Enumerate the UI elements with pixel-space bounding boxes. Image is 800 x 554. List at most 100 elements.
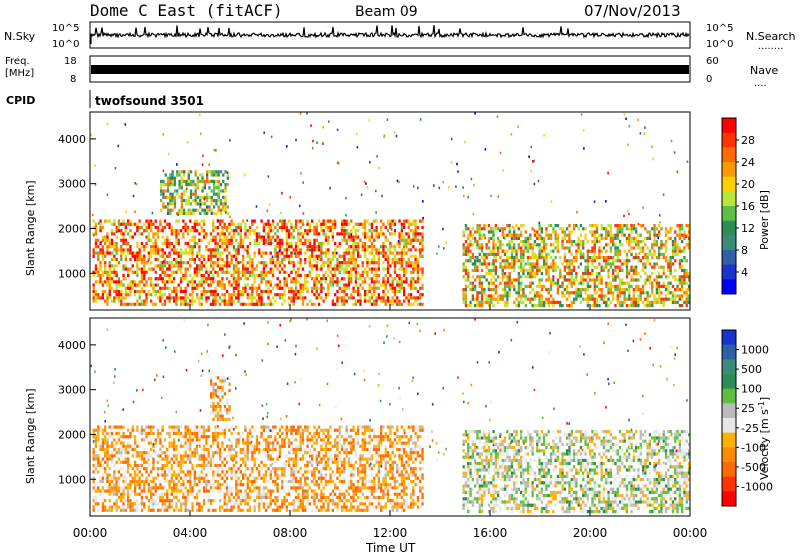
echo-cell: [464, 294, 468, 298]
echo-cell: [217, 179, 220, 183]
echo-cell: [340, 261, 344, 265]
echo-cell: [166, 202, 170, 206]
echo-cell: [143, 229, 146, 233]
echo-cell: [196, 254, 199, 258]
echo-cell: [609, 291, 612, 295]
echo-cell: [299, 289, 302, 294]
echo-cell: [175, 296, 178, 300]
echo-cell: [94, 289, 98, 294]
echo-cell: [575, 288, 578, 292]
echo-cell: [393, 277, 397, 281]
echo-cell: [398, 283, 401, 287]
echo-cell: [150, 248, 153, 252]
echo-cell: [538, 278, 541, 282]
echo-cell: [543, 304, 546, 308]
echo-cell: [290, 251, 293, 255]
echo-cell: [524, 249, 527, 253]
echo-cell: [355, 132, 358, 136]
echo-cell: [450, 161, 453, 164]
echo-cell: [616, 297, 619, 301]
echo-cell: [382, 222, 385, 226]
echo-cell: [122, 267, 125, 271]
echo-cell: [92, 457, 95, 461]
echo-cell: [403, 251, 406, 255]
echo-cell: [127, 492, 130, 496]
echo-cell: [340, 286, 344, 290]
echo-cell: [182, 470, 185, 474]
echo-cell: [156, 289, 160, 294]
echo-cell: [556, 249, 560, 253]
echo-cell: [191, 451, 194, 455]
echo-cell: [219, 457, 222, 461]
echo-cell: [480, 236, 484, 240]
echo-cell: [421, 270, 424, 274]
echo-cell: [283, 270, 286, 274]
echo-cell: [409, 296, 413, 300]
echo-cell: [467, 284, 470, 288]
echo-cell: [659, 214, 661, 217]
echo-cell: [113, 489, 116, 493]
echo-cell: [283, 264, 286, 268]
echo-cell: [354, 302, 357, 306]
echo-cell: [117, 248, 121, 252]
echo-cell: [187, 195, 190, 199]
echo-cell: [400, 225, 403, 230]
echo-cell: [616, 246, 619, 250]
echo-cell: [329, 270, 332, 274]
echo-cell: [288, 219, 291, 223]
echo-cell: [602, 256, 606, 260]
echo-cell: [228, 225, 231, 230]
echo-cell: [221, 277, 224, 281]
echo-cell: [380, 296, 383, 300]
echo-cell: [506, 256, 509, 260]
echo-cell: [217, 183, 220, 187]
echo-cell: [193, 470, 196, 474]
echo-cell: [556, 288, 560, 292]
echo-cell: [433, 184, 435, 187]
echo-cell: [110, 277, 114, 281]
echo-cell: [147, 225, 150, 230]
echo-cell: [471, 236, 474, 240]
echo-cell: [184, 451, 187, 455]
echo-cell: [151, 211, 154, 215]
echo-cell: [260, 299, 263, 303]
echo-cell: [205, 270, 208, 274]
echo-cell: [467, 243, 470, 247]
echo-cell: [108, 499, 111, 503]
echo-cell: [92, 463, 95, 468]
echo-cell: [373, 238, 376, 242]
echo-cell: [175, 457, 178, 461]
echo-cell: [304, 257, 307, 262]
echo-cell: [124, 225, 127, 230]
echo-cell: [203, 195, 206, 199]
echo-cell: [292, 267, 295, 271]
echo-cell: [462, 288, 465, 292]
echo-cell: [221, 245, 224, 249]
echo-cell: [196, 495, 199, 500]
echo-cell: [563, 246, 566, 250]
echo-cell: [467, 236, 470, 240]
echo-cell: [262, 235, 265, 239]
echo-cell: [393, 261, 397, 265]
echo-cell: [99, 267, 102, 271]
echo-cell: [106, 460, 109, 464]
echo-cell: [246, 270, 249, 274]
echo-cell: [563, 268, 566, 272]
echo-cell: [618, 265, 622, 269]
echo-cell: [520, 265, 523, 269]
echo-cell: [104, 299, 107, 303]
echo-cell: [600, 233, 603, 237]
echo-cell: [168, 470, 171, 474]
echo-cell: [499, 227, 502, 231]
echo-cell: [480, 281, 484, 285]
echo-cell: [134, 182, 136, 185]
echo-cell: [166, 296, 169, 300]
echo-cell: [386, 267, 390, 271]
echo-cell: [177, 261, 180, 265]
echo-cell: [180, 205, 183, 209]
echo-cell: [536, 233, 539, 237]
echo-cell: [630, 246, 633, 250]
echo-cell: [400, 235, 403, 239]
echo-cell: [628, 212, 630, 216]
